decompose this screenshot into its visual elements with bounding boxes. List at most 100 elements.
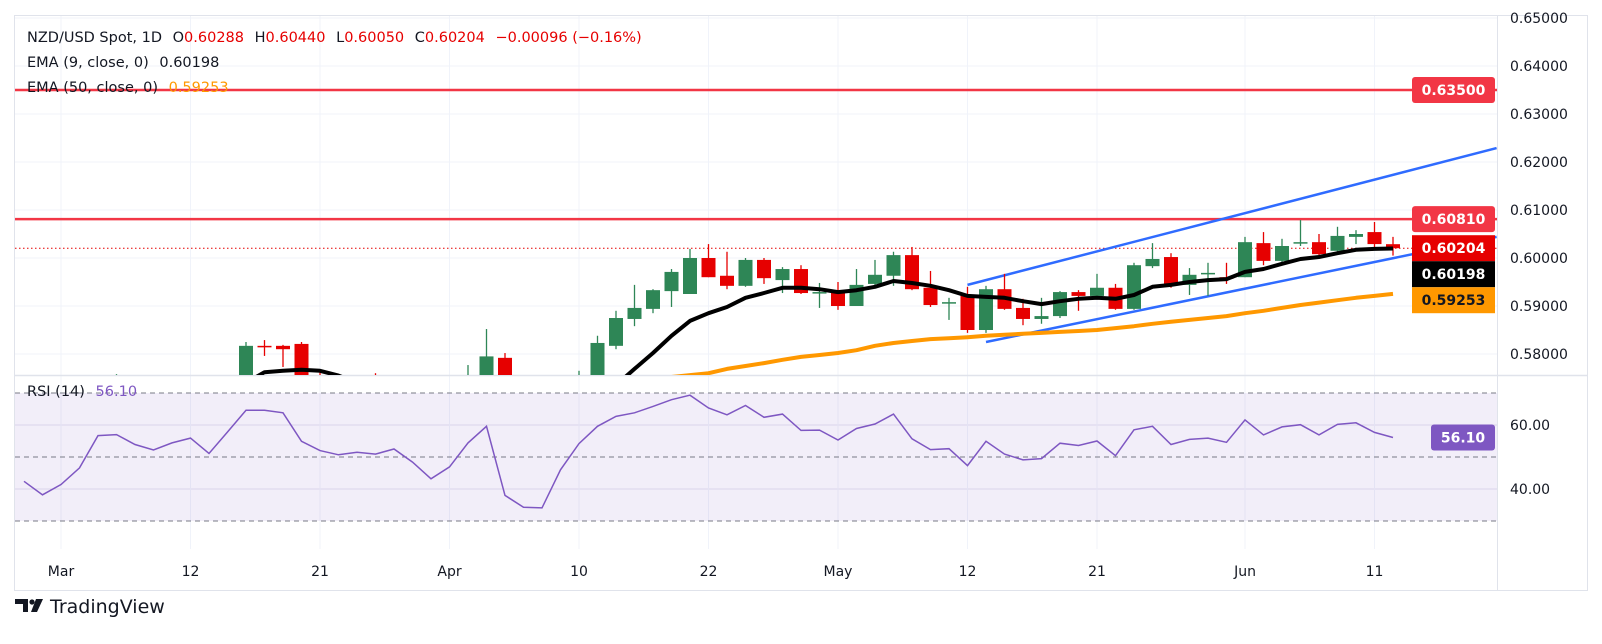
candle-body <box>1349 234 1363 237</box>
time-tick-label: Mar <box>48 564 75 580</box>
rsi-axis[interactable]: 60.00 40.00 <box>1510 418 1550 498</box>
candle-body <box>923 287 938 306</box>
time-tick-label: May <box>824 564 853 580</box>
close-label: C <box>415 30 425 46</box>
candle-body <box>1367 232 1382 245</box>
tradingview-brand-name: TradingView <box>49 596 165 618</box>
candle-body <box>294 343 309 375</box>
candle-body <box>609 318 623 346</box>
candle-body <box>1071 292 1086 296</box>
candle-body <box>664 271 679 292</box>
candle-body <box>683 258 697 294</box>
candle <box>1090 273 1104 298</box>
candle <box>276 344 290 367</box>
candle <box>664 269 679 307</box>
high-label: H <box>255 30 266 46</box>
time-tick-label: 21 <box>311 564 329 580</box>
time-tick-label: 12 <box>182 564 200 580</box>
rsi-tick-label: 60.00 <box>1510 418 1550 434</box>
candle <box>1145 243 1160 269</box>
candle-body <box>831 291 845 306</box>
price-tick-label: 0.64000 <box>1510 59 1568 75</box>
rsi-pane <box>23 394 1394 509</box>
candle-body <box>701 258 716 278</box>
ema9-value: 0.60198 <box>159 55 219 71</box>
rsi-band-lines <box>15 392 1497 522</box>
candle <box>812 282 827 308</box>
rsi-label: RSI (14) <box>27 384 85 400</box>
candle <box>239 342 253 375</box>
candle <box>1367 222 1382 248</box>
last-price-badge: 0.60204 <box>1412 235 1495 262</box>
candle-body <box>1312 242 1326 255</box>
price-pane <box>15 88 1497 375</box>
candle-body <box>257 345 272 348</box>
candle <box>979 285 993 333</box>
ema50-line <box>671 291 1394 375</box>
resistance-high-badge: 0.63500 <box>1412 77 1495 103</box>
low-label: L <box>336 30 344 46</box>
time-tick-label: 21 <box>1088 564 1106 580</box>
candle <box>720 251 734 290</box>
candle-body <box>720 275 734 286</box>
ema9-layer <box>255 246 1394 375</box>
badge-background <box>1431 424 1495 451</box>
ema9-badge: 0.60198 <box>1412 261 1495 288</box>
symbol-legend[interactable]: NZD/USD Spot, 1D O0.60288 H0.60440 L0.60… <box>27 30 642 46</box>
ema9-legend[interactable]: EMA (9, close, 0) 0.60198 <box>27 55 219 71</box>
candle-body <box>1386 244 1400 249</box>
candle <box>1312 234 1326 257</box>
candle-body <box>646 290 660 309</box>
candle <box>467 365 469 375</box>
badge-background <box>1412 261 1495 288</box>
candle-body <box>1256 243 1271 261</box>
candle-body <box>276 345 290 350</box>
badge-background <box>1412 77 1495 103</box>
price-tick-label: 0.61000 <box>1510 203 1568 219</box>
price-axis[interactable]: 0.65000 0.64000 0.63000 0.62000 0.61000 0.600… <box>1510 11 1568 363</box>
candle <box>1164 253 1178 288</box>
symbol-title: NZD/USD Spot, 1D <box>27 30 162 46</box>
resistance-badge: 0.60810 <box>1412 206 1495 233</box>
ema50-legend[interactable]: EMA (50, close, 0) 0.59253 <box>27 80 229 96</box>
candle-body <box>1053 292 1067 317</box>
price-tick-label: 0.58000 <box>1510 347 1568 363</box>
badge-background <box>1412 235 1495 262</box>
candle <box>479 329 494 375</box>
ema50-value: 0.59253 <box>169 80 229 96</box>
candle <box>868 259 882 286</box>
badge-label: 0.63500 <box>1422 83 1486 99</box>
price-tick-label: 0.59000 <box>1510 299 1568 315</box>
candle-body <box>1127 265 1141 309</box>
time-tick-label: 11 <box>1366 564 1384 580</box>
candle-body <box>1238 242 1252 278</box>
candle <box>683 248 697 294</box>
rsi-legend[interactable]: RSI (14) 56.10 <box>27 384 137 400</box>
badge-label: 0.60810 <box>1422 212 1486 228</box>
ema50-layer <box>671 291 1394 375</box>
candle-body <box>1293 242 1308 244</box>
candle <box>701 244 716 278</box>
candle-body <box>1330 235 1345 251</box>
candle-body <box>886 255 901 276</box>
rsi-legend-value: 56.10 <box>96 384 138 400</box>
candle-body <box>498 357 512 375</box>
horizontal-levels <box>15 88 1497 249</box>
candle <box>923 270 938 307</box>
price-tick-label: 0.65000 <box>1510 11 1568 27</box>
time-tick-label: 10 <box>570 564 588 580</box>
tradingview-logo[interactable]: TradingView <box>15 596 165 618</box>
candle <box>831 282 845 310</box>
candle-body <box>239 345 253 375</box>
rsi-value-badge: 56.10 <box>1431 424 1495 451</box>
badge-background <box>1412 206 1495 233</box>
badge-background <box>1412 287 1495 314</box>
ema9-label: EMA (9, close, 0) <box>27 55 149 71</box>
candle-body <box>1034 316 1049 319</box>
candle-body <box>479 356 494 375</box>
time-axis[interactable]: Mar 12 21 Apr 10 22 May 12 21 Jun 11 <box>48 564 1384 580</box>
candle <box>1053 291 1067 318</box>
candle <box>1275 238 1289 264</box>
tradingview-logo-icon <box>15 599 43 612</box>
